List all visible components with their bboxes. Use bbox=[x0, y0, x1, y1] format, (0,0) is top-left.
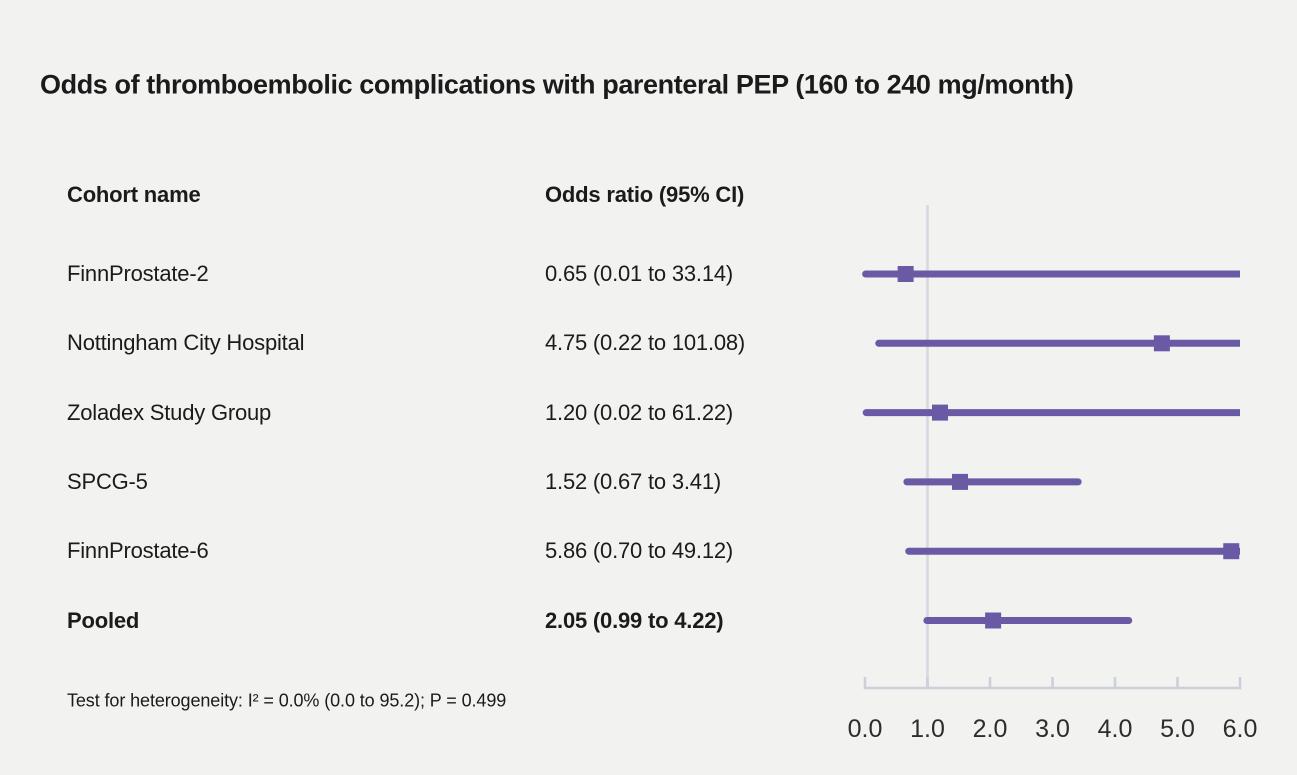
axis-tick-label: 6.0 bbox=[1223, 715, 1258, 743]
chart-title: Odds of thromboembolic complications wit… bbox=[40, 69, 1074, 100]
cohort-name: SPCG-5 bbox=[67, 468, 148, 494]
cohort-name: Nottingham City Hospital bbox=[67, 330, 305, 356]
axis-tick-label: 2.0 bbox=[973, 715, 1008, 743]
ci-line-cap bbox=[875, 339, 883, 347]
odds-ratio-value: 2.05 (0.99 to 4.22) bbox=[545, 607, 724, 633]
cohort-name: Pooled bbox=[67, 607, 140, 633]
or-marker bbox=[1223, 543, 1240, 560]
ci-line-cap bbox=[862, 270, 870, 278]
or-marker bbox=[932, 404, 948, 421]
or-marker bbox=[897, 266, 914, 282]
or-marker bbox=[952, 473, 968, 490]
ci-line-cap bbox=[905, 547, 913, 555]
cohort-name: FinnProstate-2 bbox=[67, 261, 209, 286]
cohort-name: FinnProstate-6 bbox=[67, 538, 209, 564]
axis-tick-label: 4.0 bbox=[1098, 715, 1133, 743]
or-marker bbox=[985, 612, 1002, 629]
heterogeneity-note: Test for heterogeneity: I² = 0.0% (0.0 t… bbox=[67, 690, 507, 711]
ci-line-cap bbox=[862, 409, 870, 417]
axis-tick-label: 5.0 bbox=[1160, 715, 1195, 743]
column-header-cohort: Cohort name bbox=[67, 182, 201, 207]
odds-ratio-value: 1.20 (0.02 to 61.22) bbox=[545, 399, 734, 425]
cohort-name: Zoladex Study Group bbox=[67, 399, 272, 425]
axis-tick-label: 1.0 bbox=[910, 715, 945, 743]
column-header-odds-ratio: Odds ratio (95% CI) bbox=[545, 182, 745, 207]
axis-tick-label: 0.0 bbox=[848, 715, 883, 743]
odds-ratio-value: 4.75 (0.22 to 101.08) bbox=[545, 330, 746, 356]
odds-ratio-value: 0.65 (0.01 to 33.14) bbox=[545, 261, 734, 286]
axis-tick-label: 3.0 bbox=[1035, 715, 1070, 743]
or-marker bbox=[1153, 335, 1170, 352]
odds-ratio-value: 1.52 (0.67 to 3.41) bbox=[545, 468, 721, 494]
odds-ratio-value: 5.86 (0.70 to 49.12) bbox=[545, 538, 734, 564]
